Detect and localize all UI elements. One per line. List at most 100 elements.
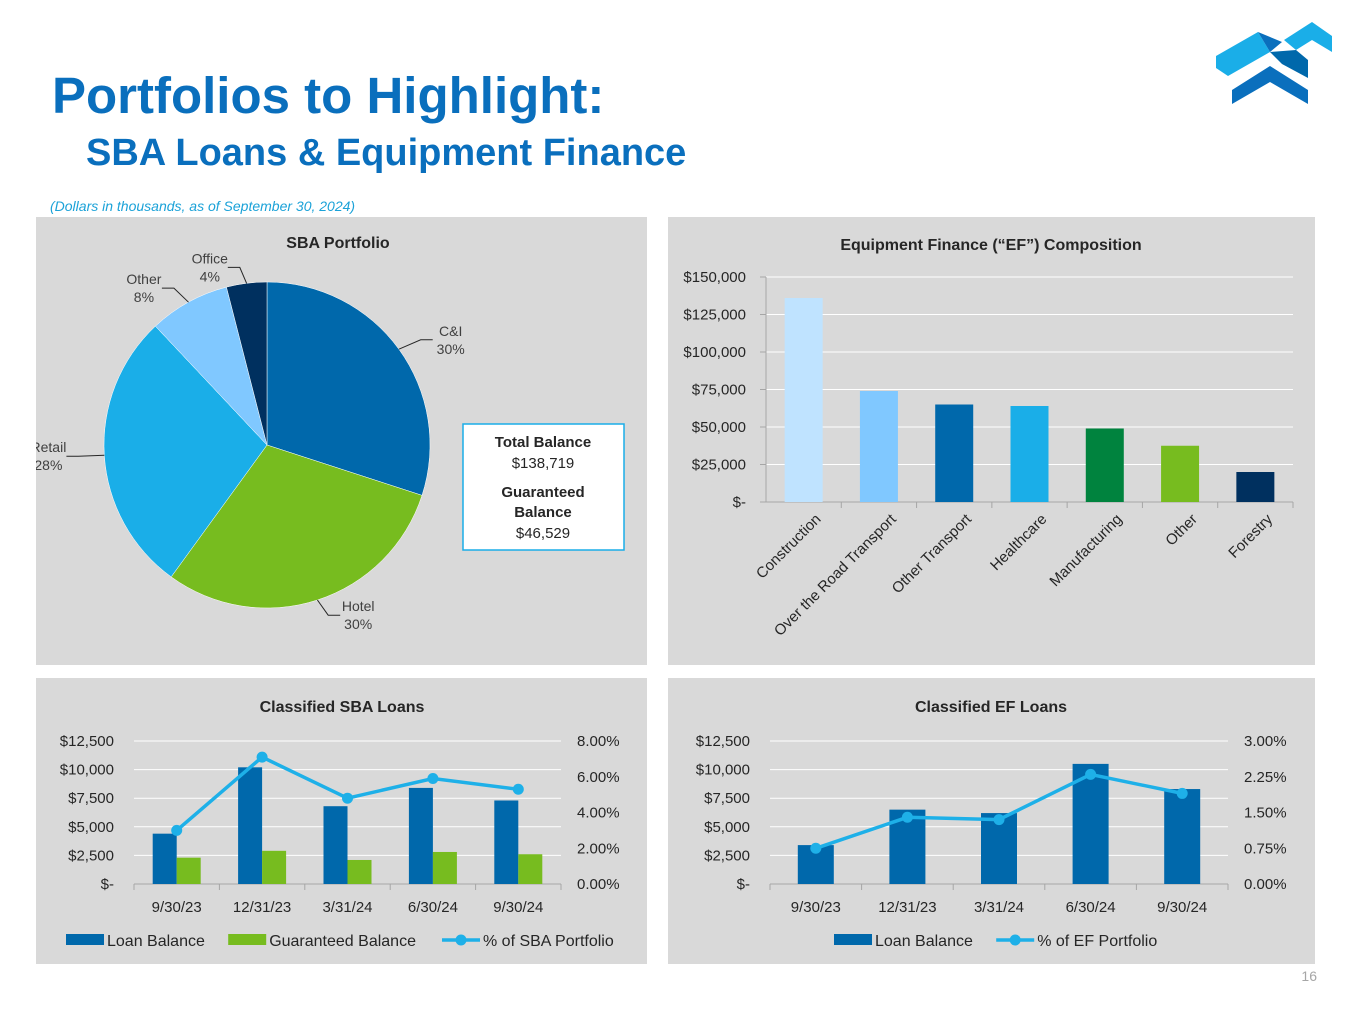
guaranteed-balance-value: $46,529 — [516, 525, 570, 542]
csba-point — [342, 792, 353, 804]
csba-bar-guaranteed-balance — [262, 850, 287, 884]
csba-y2tick-label: 0.00% — [577, 876, 620, 893]
pie-leader-retail — [66, 454, 105, 457]
csba-bar-guaranteed-balance — [176, 857, 201, 884]
ef-bar-other — [1161, 445, 1200, 502]
page-title: Portfolios to Highlight: — [52, 67, 605, 124]
pie-value-other: 8% — [134, 289, 154, 305]
total-balance-value: $138,719 — [512, 455, 575, 472]
cef-ytick-label: $- — [737, 876, 750, 893]
csba-ytick-label: $2,500 — [68, 847, 114, 864]
pie-value-retail: 28% — [36, 457, 62, 473]
pie-value-c-i: 30% — [437, 341, 465, 357]
ef-ytick-label: $75,000 — [692, 382, 746, 399]
csba-bar-guaranteed-balance — [432, 851, 457, 884]
cef-y2tick-label: 2.25% — [1244, 769, 1287, 786]
ef-bar-construction — [784, 298, 823, 502]
pie-value-office: 4% — [200, 268, 220, 284]
csba-bar-loan-balance — [494, 800, 519, 884]
page-subtitle: SBA Loans & Equipment Finance — [86, 132, 687, 174]
ef-bar-healthcare — [1010, 406, 1049, 502]
csba-ytick-label: $7,500 — [68, 790, 114, 807]
pie-label-c-i: C&I — [439, 323, 462, 339]
pie-leader-other — [161, 287, 189, 303]
pie-leader-c-i — [398, 339, 433, 350]
ef-bar-manufacturing — [1085, 428, 1124, 502]
pie-label-other: Other — [126, 271, 161, 287]
csba-legend-label: % of SBA Portfolio — [483, 933, 614, 950]
pie-value-hotel: 30% — [344, 616, 372, 632]
ef-xtick-label-forestry: Forestry — [1225, 510, 1276, 561]
cef-ytick-label: $2,500 — [704, 847, 750, 864]
balance-info-box — [462, 423, 625, 551]
csba-xtick-label: 3/31/24 — [322, 899, 372, 916]
csba-bar-loan-balance — [238, 767, 263, 884]
csba-point — [427, 773, 439, 785]
ef-xtick-label-healthcare: Healthcare — [987, 511, 1050, 574]
cef-xtick-label: 9/30/23 — [791, 899, 841, 916]
ef-xtick-label-other-transport: Other Transport — [889, 510, 976, 597]
pie-leader-office — [227, 266, 248, 284]
ef-bar-other-transport — [935, 404, 974, 502]
csba-ytick-label: $12,500 — [60, 733, 114, 750]
ef-xtick-label-over-the-road-transport: Over the Road Transport — [771, 510, 900, 639]
cef-point — [993, 814, 1005, 826]
ef-composition-panel: Equipment Finance (“EF”) Composition $- $… — [668, 217, 1315, 665]
csba-ytick-label: $- — [101, 876, 114, 893]
pie-slice-hotel — [170, 444, 423, 609]
ef-ytick-label: $150,000 — [683, 269, 746, 286]
pie-label-hotel: Hotel — [342, 598, 375, 614]
dollars-note: (Dollars in thousands, as of September 3… — [50, 198, 356, 214]
csba-legend-label: Guaranteed Balance — [269, 933, 416, 950]
csba-legend-label: Loan Balance — [107, 933, 205, 950]
csba-xtick-label: 6/30/24 — [408, 899, 458, 916]
pie-label-retail: Retail — [36, 439, 66, 455]
ef-ytick-label: $125,000 — [683, 307, 746, 324]
ef-composition-chart: Equipment Finance (“EF”) Composition $- $… — [683, 237, 1294, 640]
csba-y2tick-label: 4.00% — [577, 805, 620, 822]
csba-y2tick-label: 6.00% — [577, 769, 620, 786]
csba-point — [171, 824, 183, 836]
classified-ef-chart: Classified EF Loans $- $2,500 $5,000 $7,500… — [696, 699, 1287, 950]
ef-bar-over-the-road-transport — [859, 391, 898, 502]
cef-ytick-label: $12,500 — [696, 733, 750, 750]
cef-ytick-label: $5,000 — [704, 819, 750, 836]
csba-bar-loan-balance — [323, 806, 348, 884]
sba-portfolio-chart: SBA Portfolio C&I 30% Hotel 30% Retail 28% Oth… — [36, 235, 625, 632]
cef-point — [1085, 768, 1097, 780]
classified-ef-panel: Classified EF Loans $- $2,500 $5,000 $7,500… — [668, 678, 1315, 964]
sba-portfolio-title: SBA Portfolio — [286, 235, 390, 252]
guaranteed-balance-label-2: Balance — [514, 504, 572, 521]
ef-ytick-label: $25,000 — [692, 457, 746, 474]
company-logo-icon — [1216, 22, 1332, 104]
guaranteed-balance-label-1: Guaranteed — [501, 484, 584, 501]
cef-xtick-label: 3/31/24 — [974, 899, 1024, 916]
classified-sba-legend: Loan Balance Guaranteed Balance % of SBA P… — [66, 933, 614, 950]
classified-sba-title: Classified SBA Loans — [260, 699, 425, 716]
cef-y2tick-label: 1.50% — [1244, 805, 1287, 822]
classified-sba-panel: Classified SBA Loans $- $2,500 $5,000 $7,50… — [36, 678, 647, 964]
sba-portfolio-panel: SBA Portfolio C&I 30% Hotel 30% Retail 28% Oth… — [36, 217, 647, 665]
classified-ef-legend: Loan Balance % of EF Portfolio — [834, 933, 1157, 950]
ef-xtick-label-construction: Construction — [753, 511, 825, 583]
classified-sba-chart: Classified SBA Loans $- $2,500 $5,000 $7,50… — [60, 699, 620, 950]
ef-xtick-label-manufacturing: Manufacturing — [1046, 511, 1125, 590]
cef-legend-label: % of EF Portfolio — [1037, 933, 1157, 950]
csba-ytick-label: $10,000 — [60, 762, 114, 779]
cef-point — [901, 811, 913, 823]
csba-y2tick-label: 8.00% — [577, 733, 620, 750]
csba-xtick-label: 9/30/23 — [152, 899, 202, 916]
cef-xtick-label: 12/31/23 — [878, 899, 936, 916]
cef-y2tick-label: 0.75% — [1244, 840, 1287, 857]
pie-slice-retail — [103, 325, 268, 578]
ef-bar-forestry — [1236, 472, 1275, 502]
csba-bar-guaranteed-balance — [518, 854, 543, 884]
csba-bar-guaranteed-balance — [347, 859, 372, 884]
csba-xtick-label: 9/30/24 — [493, 899, 543, 916]
cef-y2tick-label: 0.00% — [1244, 876, 1287, 893]
total-balance-label: Total Balance — [495, 434, 591, 451]
ef-composition-title: Equipment Finance (“EF”) Composition — [840, 237, 1141, 254]
ef-xtick-label-other: Other — [1162, 511, 1201, 550]
csba-point — [512, 783, 524, 795]
csba-ytick-label: $5,000 — [68, 819, 114, 836]
